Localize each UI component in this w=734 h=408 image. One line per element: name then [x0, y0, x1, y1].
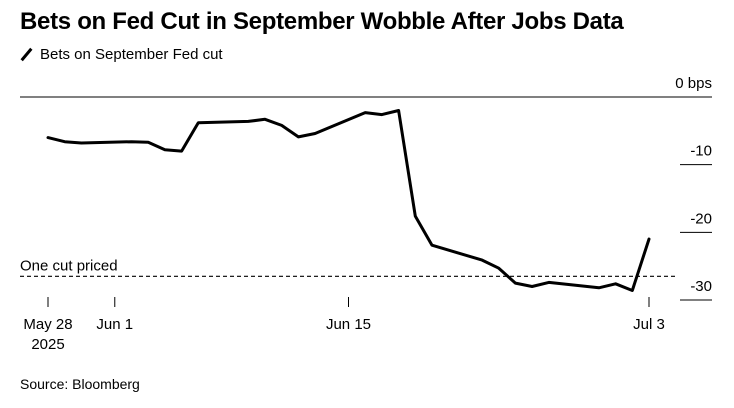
y-tick-label: -30: [690, 278, 712, 295]
series-line: [46, 109, 651, 292]
x-tick-sublabel: 2025: [31, 336, 64, 353]
x-tick-label: May 28: [23, 316, 72, 333]
x-tick-label: Jun 1: [96, 316, 133, 333]
x-tick-label: Jun 15: [326, 316, 371, 333]
x-tick-label: Jul 3: [633, 316, 665, 333]
reference-line-label: One cut priced: [20, 257, 118, 274]
chart-title: Bets on Fed Cut in September Wobble Afte…: [20, 8, 624, 35]
y-tick-label: -10: [690, 143, 712, 160]
legend-label: Bets on September Fed cut: [40, 46, 223, 63]
chart-legend: Bets on September Fed cut: [20, 46, 223, 63]
y-tick-label: 0 bps: [675, 75, 712, 92]
source-note: Source: Bloomberg: [20, 376, 140, 392]
y-tick-label: -20: [690, 210, 712, 227]
